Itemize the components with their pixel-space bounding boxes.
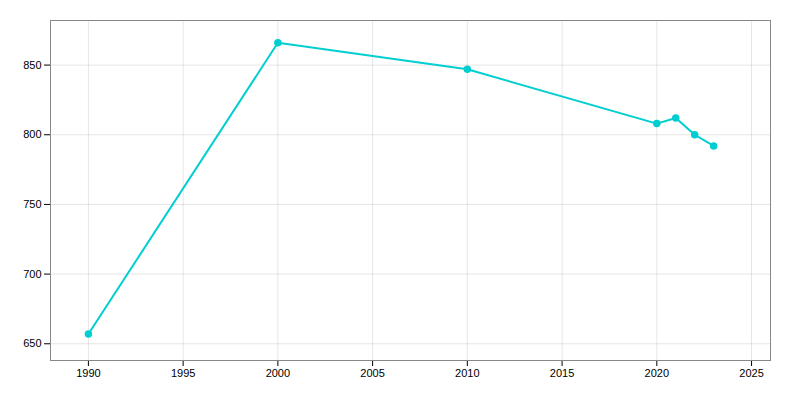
svg-text:650: 650 xyxy=(23,337,41,349)
svg-text:2005: 2005 xyxy=(360,367,384,379)
svg-text:850: 850 xyxy=(23,59,41,71)
svg-text:2020: 2020 xyxy=(645,367,669,379)
svg-text:2015: 2015 xyxy=(550,367,574,379)
svg-text:800: 800 xyxy=(23,128,41,140)
svg-text:1990: 1990 xyxy=(76,367,100,379)
svg-text:2025: 2025 xyxy=(739,367,763,379)
svg-text:1995: 1995 xyxy=(171,367,195,379)
svg-text:2000: 2000 xyxy=(266,367,290,379)
svg-text:700: 700 xyxy=(23,268,41,280)
svg-text:2010: 2010 xyxy=(455,367,479,379)
svg-text:750: 750 xyxy=(23,198,41,210)
